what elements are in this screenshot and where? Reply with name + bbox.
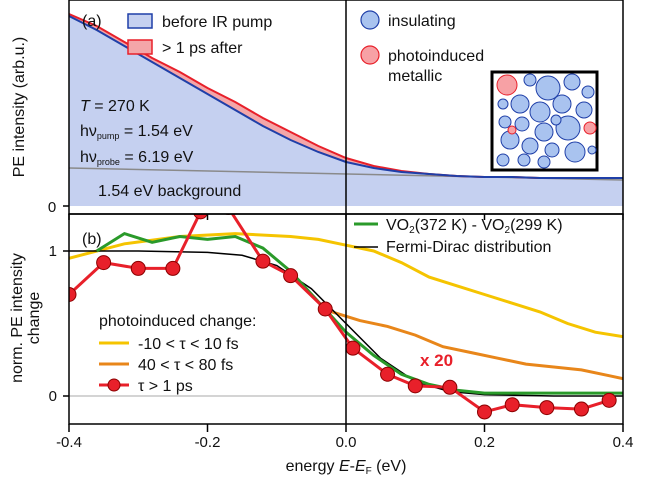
legend-title: photoinduced change: (99, 313, 256, 330)
domain-circle (575, 101, 593, 119)
red-marker (130, 260, 146, 276)
x-tick-label: 0.4 (613, 434, 634, 451)
domain-circle (583, 121, 597, 135)
domain-circle (552, 94, 572, 114)
legend-green-label: VO2(372 K) - VO2(299 K) (386, 217, 563, 236)
series-red-markers (69, 214, 617, 420)
x-tick-label: -0.2 (195, 434, 221, 451)
domain-circle (510, 94, 530, 114)
legend-after-label: > 1 ps after (162, 40, 243, 57)
domain-inset (490, 70, 599, 172)
pump-annotation: hνpump = 1.54 eV (80, 123, 193, 141)
red-marker (477, 404, 492, 420)
legend-red-marker (107, 378, 121, 392)
domain-circle (563, 73, 581, 91)
domain-circle (514, 116, 530, 132)
domain-circle (544, 142, 560, 158)
legend-before-swatch (127, 13, 153, 29)
insulating-icon (360, 10, 380, 30)
red-marker (69, 287, 77, 302)
x-tick-label: 0.0 (336, 434, 357, 451)
ytick-b-1: 1 (49, 243, 57, 260)
red-marker (442, 379, 458, 395)
domain-circle (581, 85, 595, 99)
domain-circle (507, 125, 517, 135)
x-tick-labels: -0.4 -0.2 0.0 0.2 0.4 (56, 434, 633, 451)
red-marker (283, 268, 299, 284)
domain-circle (534, 122, 554, 142)
panel-b (69, 214, 623, 420)
x-axis-label-prefix: energy (286, 458, 339, 475)
series-yellow (69, 232, 623, 339)
red-marker (380, 366, 396, 382)
inset-photoinduced-label: photoinduced (388, 48, 484, 65)
axis-ticks (63, 205, 624, 432)
domain-circle (521, 137, 539, 155)
x-axis-label: energy E-EF (eV) (286, 458, 407, 477)
red-marker (165, 260, 181, 276)
red-marker (96, 255, 112, 271)
ytick-b-0: 0 (49, 388, 57, 405)
scale-annotation: x 20 (420, 351, 453, 370)
x-tick-label: 0.2 (474, 434, 495, 451)
red-marker (601, 392, 617, 408)
domain-circle (529, 101, 551, 123)
legend-after-swatch (127, 39, 153, 55)
metallic-icon (360, 45, 380, 65)
domain-circle (496, 153, 510, 167)
domain-circle (550, 114, 562, 126)
domain-circle (535, 75, 561, 101)
red-marker (255, 253, 271, 269)
domain-circle (517, 153, 531, 167)
domain-circle (496, 74, 518, 96)
panel-a-ylabel: PE intensity (arb.u.) (11, 37, 28, 178)
ytick-a-0: 0 (48, 199, 56, 216)
temperature-annotation: T = 270 K (80, 98, 150, 115)
panel-b-ylabel-line1: norm. PE intensity (9, 253, 26, 383)
panel-a-label: (a) (82, 13, 102, 30)
domain-circle (523, 73, 537, 87)
panel-b-label: (b) (82, 231, 102, 248)
x-tick-label: -0.4 (56, 434, 82, 451)
domain-circle (498, 115, 512, 129)
red-marker (539, 400, 555, 416)
red-marker (504, 397, 520, 413)
inset-insulating-label: insulating (388, 13, 456, 30)
red-marker (317, 301, 333, 317)
background-annotation: 1.54 eV background (98, 183, 241, 200)
domain-circle (555, 115, 581, 141)
series-green (95, 231, 623, 395)
legend-orange-label: 40 < τ < 80 fs (138, 357, 233, 374)
before-pump-fill (69, 16, 623, 206)
red-marker (407, 378, 423, 394)
probe-annotation: hνprobe = 6.19 eV (80, 149, 194, 167)
domain-circle (564, 141, 586, 163)
series-orange (331, 310, 623, 381)
red-marker (573, 401, 589, 417)
red-marker (345, 340, 361, 356)
inset-metallic-label: metallic (388, 68, 442, 85)
legend-before-label: before IR pump (162, 14, 272, 31)
panel-b-ylabel: norm. PE intensity change (9, 253, 43, 383)
legend-yellow-label: -10 < τ < 10 fs (138, 336, 239, 353)
panel-b-ylabel-line2: change (26, 292, 43, 345)
domain-circle (497, 98, 509, 110)
red-marker (193, 214, 208, 220)
domain-circle (587, 145, 597, 155)
legend-fd-label: Fermi-Dirac distribution (386, 239, 551, 256)
legend-red-label: τ > 1 ps (138, 378, 193, 395)
domain-circle (537, 155, 551, 169)
